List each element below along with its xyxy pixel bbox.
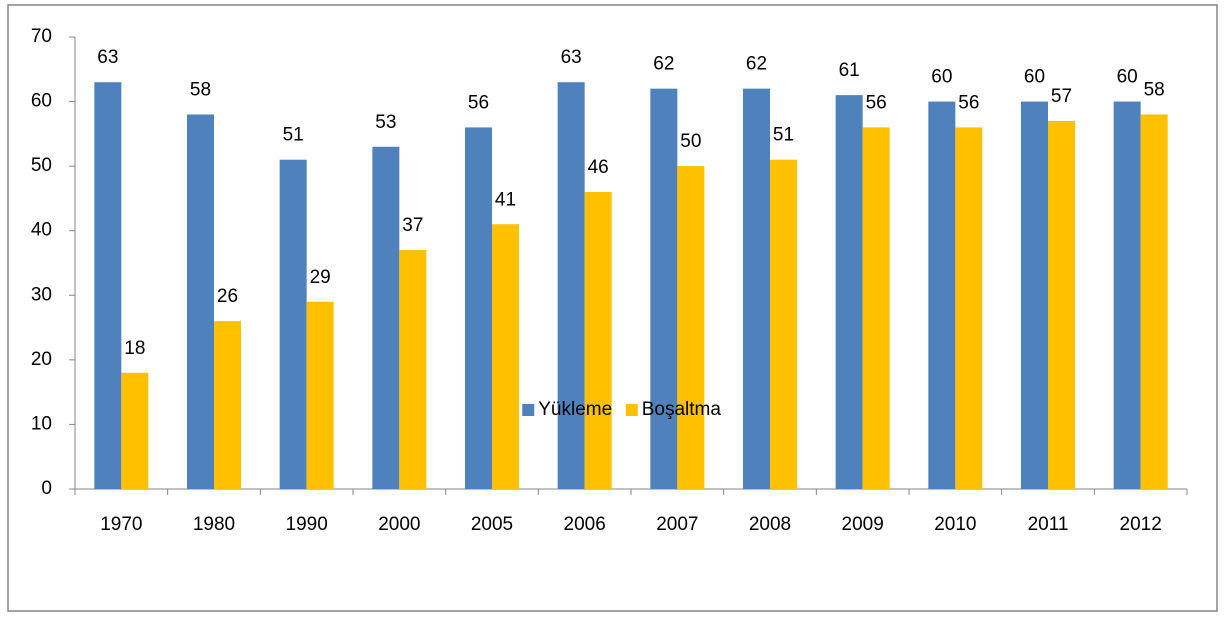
data-label: 26: [217, 286, 238, 307]
bar: [770, 159, 797, 489]
bar: [650, 88, 678, 490]
data-label: 37: [402, 215, 423, 236]
legend-swatch: [522, 404, 535, 416]
data-label: 60: [931, 67, 952, 88]
x-tick-label: 2008: [749, 514, 791, 535]
x-tick-label: 2009: [842, 514, 884, 535]
y-tick-label: 10: [31, 413, 52, 434]
data-label: 58: [1144, 80, 1165, 101]
data-label: 56: [958, 92, 979, 113]
x-tick-label: 1980: [193, 514, 235, 535]
bar: [306, 301, 334, 489]
bar: [835, 95, 863, 489]
bar: [1140, 114, 1168, 489]
data-label: 29: [310, 267, 331, 288]
bar: [955, 127, 983, 490]
x-tick-label: 1990: [286, 514, 328, 535]
x-tick-label: 2007: [656, 514, 698, 535]
legend-swatch: [625, 404, 638, 416]
bar: [492, 224, 519, 489]
data-label: 62: [653, 54, 674, 75]
bar: [187, 114, 214, 489]
bar: [214, 321, 241, 489]
x-tick-label: 2006: [564, 514, 606, 535]
bar: [465, 127, 492, 490]
bar: [677, 166, 705, 489]
data-label: 63: [561, 47, 582, 68]
bar: [1113, 101, 1141, 490]
x-tick-label: 2012: [1120, 514, 1162, 535]
bar: [399, 250, 427, 489]
bar: [1048, 120, 1075, 489]
data-label: 56: [866, 92, 887, 113]
y-tick-label: 70: [31, 26, 52, 47]
bar: [862, 127, 890, 490]
y-tick-label: 20: [31, 349, 52, 370]
data-label: 46: [588, 157, 609, 178]
y-tick-label: 60: [31, 91, 52, 112]
data-label: 60: [1024, 67, 1045, 88]
legend-label: Boşaltma: [642, 399, 722, 420]
bar: [94, 82, 122, 489]
bar: [557, 82, 585, 489]
data-label: 60: [1117, 67, 1138, 88]
bar: [1021, 101, 1048, 490]
legend-label: Yükleme: [538, 399, 612, 420]
bar: [279, 159, 307, 489]
data-label: 61: [839, 60, 860, 81]
bar: [743, 88, 770, 490]
x-tick-label: 2010: [934, 514, 976, 535]
bar: [584, 191, 612, 489]
data-label: 62: [746, 54, 767, 75]
data-label: 51: [283, 125, 304, 146]
x-tick-label: 2000: [378, 514, 420, 535]
data-label: 18: [124, 338, 145, 359]
data-label: 57: [1051, 86, 1072, 107]
data-label: 58: [190, 80, 211, 101]
data-label: 63: [97, 47, 118, 68]
y-tick-label: 0: [41, 478, 52, 499]
y-tick-label: 40: [31, 220, 52, 241]
data-label: 51: [773, 125, 794, 146]
data-label: 41: [495, 189, 516, 210]
bar: [372, 146, 400, 489]
x-tick-label: 2005: [471, 514, 513, 535]
bar: [121, 372, 149, 489]
x-tick-label: 2011: [1028, 514, 1069, 535]
bar: [928, 101, 956, 490]
y-tick-label: 50: [31, 155, 52, 176]
data-label: 50: [680, 131, 701, 152]
y-tick-label: 30: [31, 284, 52, 305]
data-label: 56: [468, 92, 489, 113]
x-tick-label: 1970: [100, 514, 142, 535]
data-label: 53: [375, 112, 396, 133]
